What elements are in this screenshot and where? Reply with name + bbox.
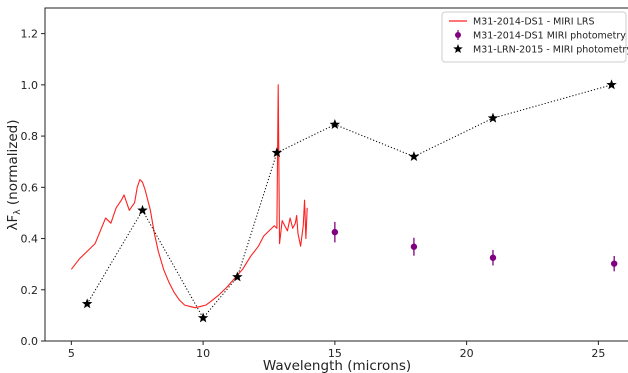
y-axis-label-rest: (normalized)	[5, 120, 21, 210]
y-tick-label: 0.4	[21, 233, 39, 246]
plot-frame	[44, 7, 628, 342]
series-layer	[70, 79, 618, 323]
legend-label-lrs: M31-2014-DS1 - MIRI LRS	[473, 17, 595, 28]
legend-label-lrn-phot: M31-LRN-2015 - MIRI photometry	[473, 45, 628, 56]
point-lrn-star	[137, 204, 148, 215]
point-lrn-star	[81, 298, 93, 309]
legend-label-ds1-phot: M31-2014-DS1 MIRI photometry	[473, 31, 626, 42]
legend-swatch-star	[453, 44, 463, 54]
x-tick-label: 15	[328, 347, 342, 360]
point-ds1-phot	[410, 243, 418, 250]
x-axis-label: Wavelength (microns)	[263, 358, 411, 373]
x-ticks: 5 10 15 20 25	[68, 341, 605, 360]
x-tick-label: 5	[68, 347, 75, 360]
plot-area	[45, 8, 628, 341]
x-tick-label: 25	[591, 347, 605, 360]
point-lrn-star	[606, 79, 617, 90]
point-lrn-star	[408, 151, 420, 162]
legend-box	[441, 11, 627, 63]
y-axis-label-subscript: λ	[13, 209, 23, 215]
point-ds1-phot	[489, 254, 497, 261]
y-axis-label-main: λF	[5, 215, 21, 231]
y-tick-label: 1.2	[21, 28, 39, 41]
y-tick-label: 1.0	[21, 79, 39, 92]
point-lrn-star	[197, 312, 209, 323]
y-tick-label: 0.0	[21, 335, 39, 348]
legend-swatch-dot	[455, 32, 461, 38]
x-tick-label: 10	[196, 347, 210, 360]
point-lrn-star	[487, 112, 499, 123]
y-tick-label: 0.6	[21, 181, 39, 194]
series-line-lrn-dotted	[86, 84, 612, 319]
y-axis-label: λFλ (normalized)	[5, 120, 23, 231]
y-tick-label: 0.8	[21, 130, 39, 143]
point-ds1-phot	[331, 228, 339, 236]
legend: M31-2014-DS1 - MIRI LRS M31-2014-DS1 MIR…	[441, 11, 628, 63]
x-tick-label: 20	[460, 347, 474, 360]
point-lrn-star	[271, 147, 283, 158]
y-ticks: 0.0 0.2 0.4 0.6 0.8 1.0 1.2	[21, 28, 45, 348]
point-ds1-phot	[610, 260, 618, 267]
point-lrn-star	[329, 119, 341, 129]
point-lrn-star	[232, 271, 243, 282]
y-tick-label: 0.2	[21, 284, 39, 297]
series-line-lrs-spectrum	[70, 84, 308, 309]
